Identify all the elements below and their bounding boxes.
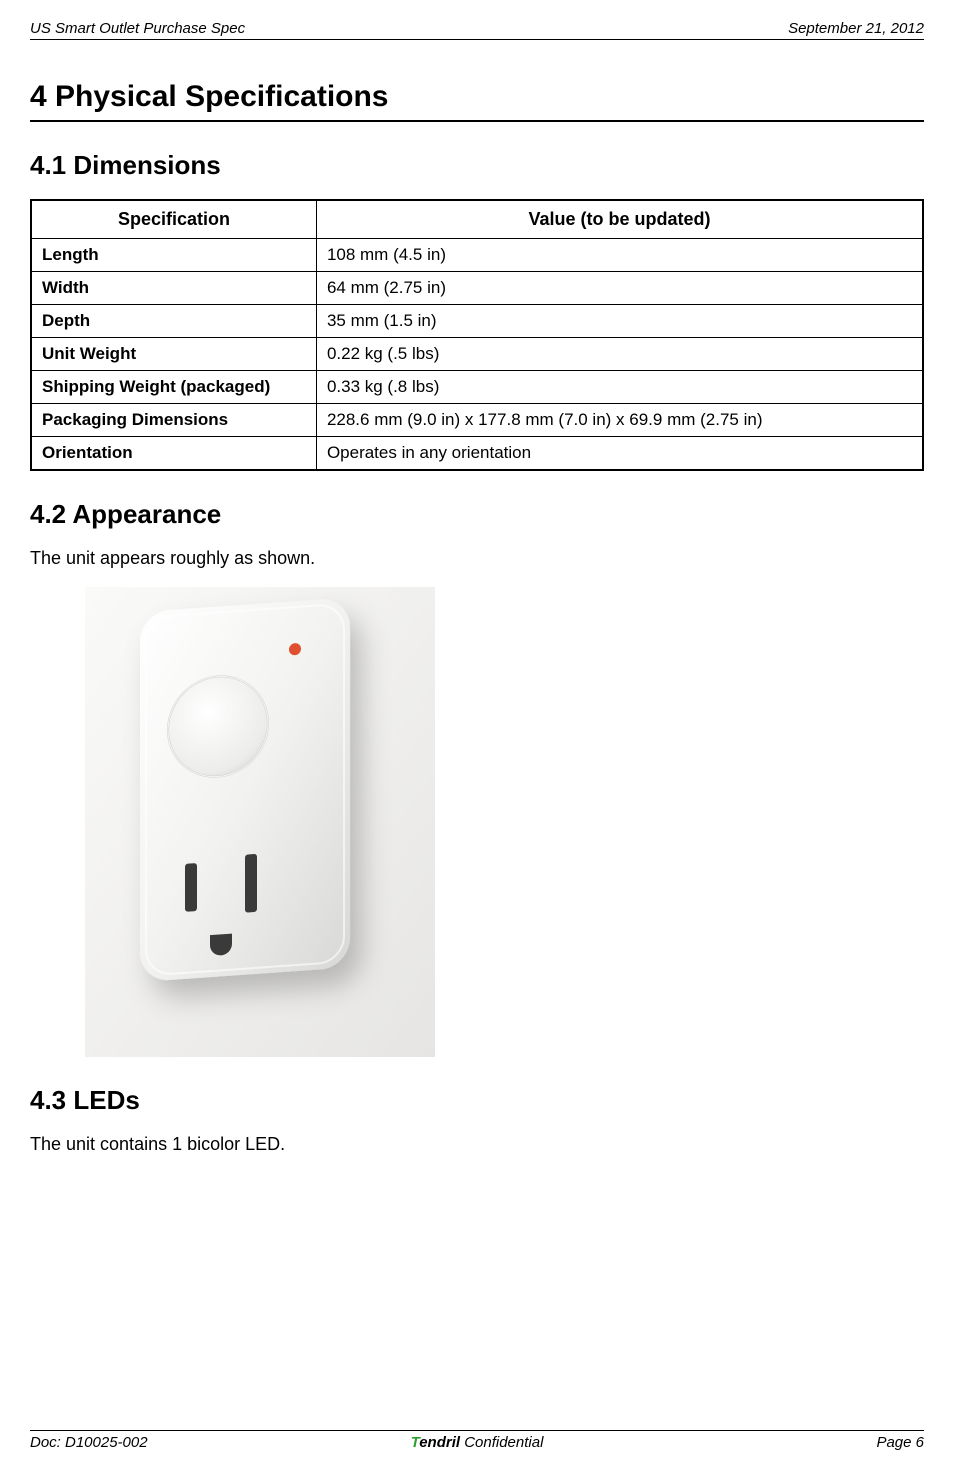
value-cell: 0.33 kg (.8 lbs) — [316, 371, 923, 404]
value-cell: 108 mm (4.5 in) — [316, 239, 923, 272]
footer-center: Tendril Confidential — [30, 1434, 924, 1451]
appearance-text: The unit appears roughly as shown. — [30, 548, 924, 569]
footer-brand-t: T — [411, 1434, 420, 1451]
table-head-value: Value (to be updated) — [316, 200, 923, 239]
table-row: Width64 mm (2.75 in) — [31, 272, 923, 305]
table-row: Unit Weight0.22 kg (.5 lbs) — [31, 338, 923, 371]
header-left: US Smart Outlet Purchase Spec — [30, 20, 245, 37]
spec-cell: Depth — [31, 305, 316, 338]
spec-cell: Width — [31, 272, 316, 305]
table-row: OrientationOperates in any orientation — [31, 437, 923, 471]
value-cell: 228.6 mm (9.0 in) x 177.8 mm (7.0 in) x … — [316, 404, 923, 437]
section-4-title: 4 Physical Specifications — [30, 80, 924, 122]
value-cell: 0.22 kg (.5 lbs) — [316, 338, 923, 371]
footer-brand-rest: endril — [419, 1434, 460, 1451]
section-4-3-title: 4.3 LEDs — [30, 1085, 924, 1116]
page-footer: Doc: D10025-002 Tendril Confidential Pag… — [30, 1430, 924, 1451]
value-cell: Operates in any orientation — [316, 437, 923, 471]
spec-cell: Shipping Weight (packaged) — [31, 371, 316, 404]
spec-cell: Length — [31, 239, 316, 272]
spec-cell: Unit Weight — [31, 338, 316, 371]
spec-cell: Orientation — [31, 437, 316, 471]
value-cell: 64 mm (2.75 in) — [316, 272, 923, 305]
section-4-1-title: 4.1 Dimensions — [30, 150, 924, 181]
value-cell: 35 mm (1.5 in) — [316, 305, 923, 338]
table-row: Shipping Weight (packaged)0.33 kg (.8 lb… — [31, 371, 923, 404]
leds-text: The unit contains 1 bicolor LED. — [30, 1134, 924, 1155]
section-4-2-title: 4.2 Appearance — [30, 499, 924, 530]
device-render — [85, 587, 435, 1057]
table-row: Depth35 mm (1.5 in) — [31, 305, 923, 338]
header-right: September 21, 2012 — [788, 20, 924, 37]
page-header: US Smart Outlet Purchase Spec September … — [30, 20, 924, 40]
table-head-spec: Specification — [31, 200, 316, 239]
table-row: Packaging Dimensions228.6 mm (9.0 in) x … — [31, 404, 923, 437]
footer-confidential: Confidential — [460, 1434, 543, 1451]
spec-cell: Packaging Dimensions — [31, 404, 316, 437]
table-row: Length108 mm (4.5 in) — [31, 239, 923, 272]
dimensions-table: Specification Value (to be updated) Leng… — [30, 199, 924, 471]
